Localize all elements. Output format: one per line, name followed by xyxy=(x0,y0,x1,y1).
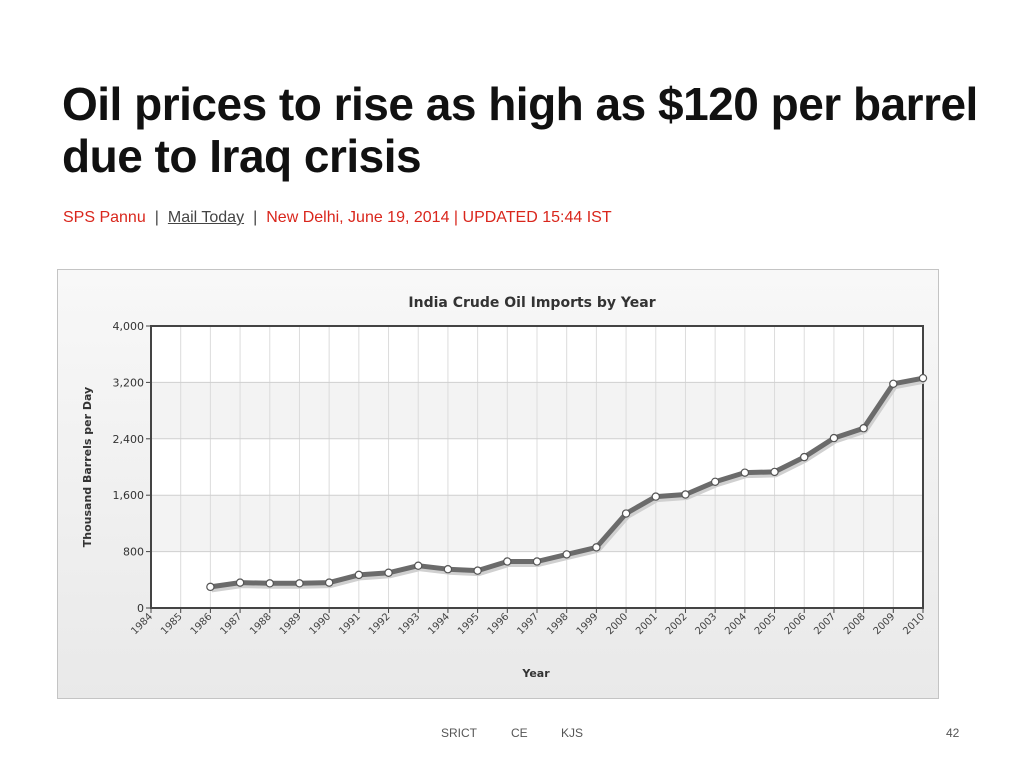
byline-author: SPS Pannu xyxy=(63,209,146,226)
x-axis-label: Year xyxy=(521,667,550,680)
y-tick-label: 3,200 xyxy=(113,376,145,389)
x-tick-label: 1994 xyxy=(426,611,452,637)
page-number: 42 xyxy=(946,726,960,740)
x-tick-label: 1989 xyxy=(278,611,304,637)
data-point xyxy=(889,379,898,389)
y-tick-label: 4,000 xyxy=(113,320,145,333)
data-point xyxy=(354,570,364,580)
data-point xyxy=(206,582,215,592)
data-point xyxy=(503,557,512,566)
data-point xyxy=(621,509,631,518)
footer-left: SRICT xyxy=(441,726,477,740)
y-tick-label: 0 xyxy=(137,602,144,615)
byline-separator: | xyxy=(253,209,258,226)
data-point xyxy=(235,578,245,587)
x-tick-label: 2000 xyxy=(604,611,630,637)
data-point xyxy=(651,492,660,501)
x-tick-label: 2006 xyxy=(783,611,809,637)
x-tick-label: 2002 xyxy=(664,611,690,637)
data-point xyxy=(740,468,750,477)
y-tick-label: 2,400 xyxy=(113,433,145,446)
x-tick-label: 1988 xyxy=(248,611,274,637)
x-tick-label: 2007 xyxy=(812,611,838,637)
data-point xyxy=(918,373,928,383)
x-tick-label: 1986 xyxy=(189,611,215,637)
headline: Oil prices to rise as high as $120 per b… xyxy=(62,78,978,182)
x-tick-label: 2003 xyxy=(693,611,719,637)
x-tick-label: 1990 xyxy=(307,611,333,637)
x-tick-label: 1997 xyxy=(515,611,541,637)
data-point xyxy=(295,579,304,588)
y-axis-label: Thousand Barrels per Day xyxy=(81,387,94,547)
footer-middle: CE xyxy=(511,726,528,740)
x-tick-label: 1995 xyxy=(456,611,482,637)
x-tick-label: 1991 xyxy=(337,611,363,637)
x-tick-label: 1993 xyxy=(397,611,423,637)
line-chart: 0 800 1,600 2,400 3,200 4,000 1984 1985 1986 1987… xyxy=(81,295,928,680)
data-point xyxy=(414,561,423,570)
x-tick-label: 2004 xyxy=(723,611,749,637)
x-tick-label: 1984 xyxy=(129,611,155,637)
data-point xyxy=(800,452,809,462)
chart-title: India Crude Oil Imports by Year xyxy=(408,295,655,311)
data-point xyxy=(443,565,453,574)
x-tick-label: 2010 xyxy=(901,611,927,637)
x-tick-label: 1999 xyxy=(575,611,601,637)
byline: SPS Pannu | Mail Today | New Delhi, June 19,… xyxy=(63,209,612,227)
byline-separator: | xyxy=(154,209,159,226)
y-tick-label: 800 xyxy=(123,546,144,559)
data-point xyxy=(562,550,571,559)
data-point xyxy=(770,467,779,477)
data-point xyxy=(324,578,334,587)
x-tick-label: 1985 xyxy=(159,611,185,637)
x-tick-label: 2005 xyxy=(753,611,779,637)
x-tick-label: 1992 xyxy=(367,611,393,637)
chart-frame: 0 800 1,600 2,400 3,200 4,000 1984 1985 1986 1987… xyxy=(57,269,939,699)
data-point xyxy=(265,579,274,588)
data-point xyxy=(829,433,839,443)
x-tick-label: 2001 xyxy=(634,611,660,637)
x-tick-label: 1987 xyxy=(218,611,244,637)
x-tick-label: 2008 xyxy=(842,611,868,637)
data-point xyxy=(681,490,690,499)
data-point xyxy=(473,566,482,575)
byline-dateline: New Delhi, June 19, 2014 | UPDATED 15:44… xyxy=(266,209,612,226)
footer-right: KJS xyxy=(561,726,584,740)
data-point xyxy=(532,557,542,566)
data-point xyxy=(384,568,393,577)
data-point xyxy=(859,424,868,433)
data-point xyxy=(710,477,720,487)
x-tick-label: 1998 xyxy=(545,611,571,637)
byline-source-link[interactable]: Mail Today xyxy=(167,209,245,226)
y-tick-label: 1,600 xyxy=(113,489,145,502)
x-tick-label: 1996 xyxy=(486,611,512,637)
data-point xyxy=(592,543,601,552)
x-tick-label: 2009 xyxy=(872,611,898,637)
